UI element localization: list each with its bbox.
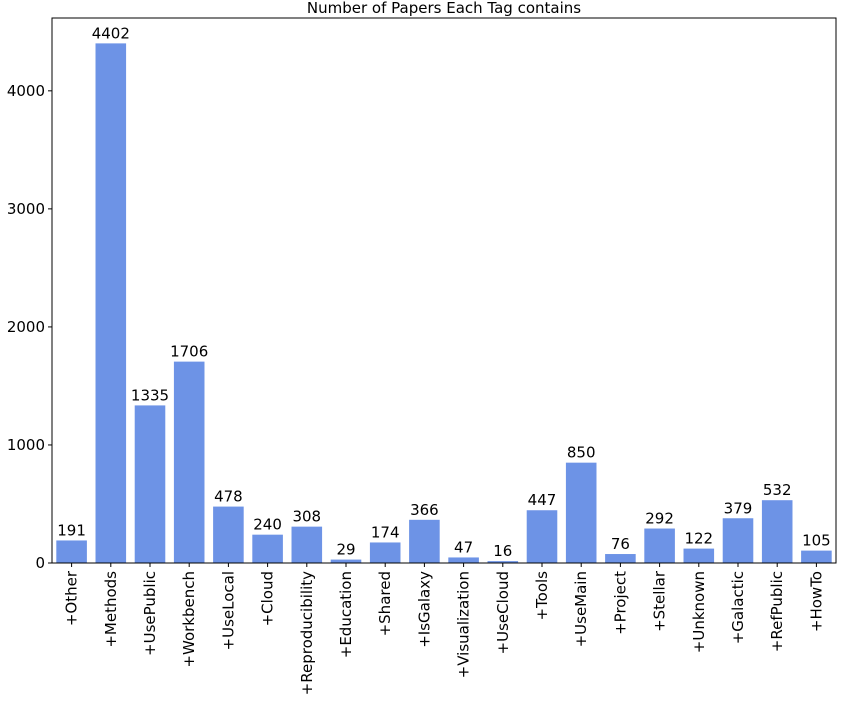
x-tick-label: +Project <box>611 571 629 635</box>
data-label: 122 <box>684 530 713 548</box>
bar <box>134 405 166 563</box>
x-tick-label: +Visualization <box>455 571 473 678</box>
plot-frame <box>51 17 837 564</box>
y-tick-label: 3000 <box>7 200 45 218</box>
data-label: 76 <box>611 535 630 553</box>
data-label: 240 <box>253 516 282 534</box>
x-tick-label: +Stellar <box>651 570 669 632</box>
bar <box>487 561 519 563</box>
x-tick-label: +HowTo <box>807 571 825 632</box>
bar <box>722 518 754 563</box>
chart-title: Number of Papers Each Tag contains <box>307 0 581 17</box>
data-label: 447 <box>528 491 557 509</box>
bar <box>252 534 283 563</box>
x-tick-label: +UseLocal <box>219 571 237 650</box>
data-label: 292 <box>645 510 674 528</box>
x-tick-label: +Workbench <box>180 571 198 668</box>
x-tick-label: +Education <box>337 571 355 658</box>
bar <box>683 548 715 563</box>
x-tick-label: +RefPublic <box>768 571 786 652</box>
x-tick-label: +Other <box>63 570 81 626</box>
bar <box>213 506 244 563</box>
bar <box>409 519 440 563</box>
x-tick-label: +UsePublic <box>141 571 159 656</box>
bars-layer <box>56 43 832 563</box>
data-label: 1706 <box>170 343 208 361</box>
x-tick-label: +Methods <box>102 571 120 648</box>
y-tick-label: 1000 <box>7 436 45 454</box>
x-tick-label: +Reproducibility <box>298 571 316 695</box>
data-label: 478 <box>214 488 243 506</box>
y-tick-label: 4000 <box>7 82 45 100</box>
bar <box>95 43 127 563</box>
bar <box>448 557 479 563</box>
x-tick-label: +Unknown <box>690 571 708 653</box>
data-label: 29 <box>336 541 355 559</box>
bar <box>291 526 323 563</box>
bar <box>369 542 401 563</box>
x-tick-label: +Galactic <box>729 571 747 644</box>
x-axis: +Other +Methods +UsePublic +Workbench +UseLo… <box>63 563 825 695</box>
y-tick-label: 2000 <box>7 318 45 336</box>
bar <box>644 528 675 563</box>
bar <box>761 500 793 563</box>
bar <box>565 462 597 563</box>
bar <box>801 550 832 563</box>
x-tick-label: +Tools <box>533 571 551 621</box>
data-label: 4402 <box>92 24 130 42</box>
data-label: 379 <box>724 499 753 517</box>
y-axis: 0 1000 2000 3000 4000 <box>7 82 52 572</box>
data-label: 105 <box>802 532 831 550</box>
data-label: 174 <box>371 523 400 541</box>
data-label: 532 <box>763 481 792 499</box>
data-label: 850 <box>567 444 596 462</box>
data-label: 366 <box>410 501 439 519</box>
bar <box>330 559 362 563</box>
x-tick-label: +UseMain <box>572 571 590 647</box>
bar <box>56 540 87 563</box>
x-tick-label: +IsGalaxy <box>415 571 433 648</box>
bar <box>173 361 205 563</box>
data-label: 47 <box>454 538 473 556</box>
bar <box>605 554 636 563</box>
data-label: 191 <box>57 521 86 539</box>
value-labels-layer: 191 4402 1335 1706 478 240 308 29 174 366 47 16 447 8… <box>57 24 830 560</box>
data-label: 1335 <box>131 386 169 404</box>
data-label: 308 <box>292 508 321 526</box>
data-label: 16 <box>493 542 512 560</box>
y-tick-label: 0 <box>35 554 45 572</box>
x-tick-label: +Shared <box>376 571 394 636</box>
x-tick-label: +Cloud <box>259 571 277 626</box>
x-tick-label: +UseCloud <box>494 571 512 654</box>
bar <box>526 510 558 563</box>
